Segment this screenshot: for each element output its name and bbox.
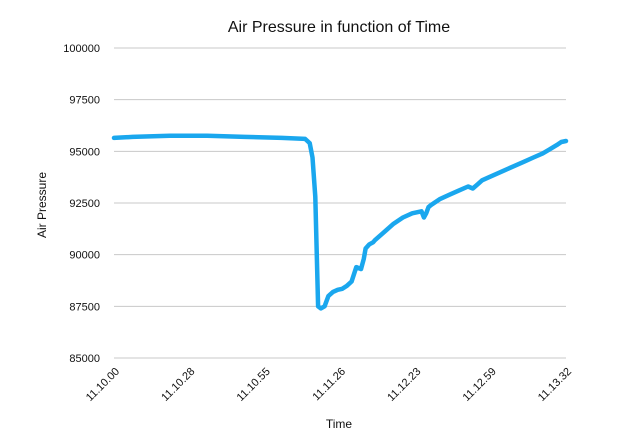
x-axis-label: Time (326, 417, 353, 431)
series-line (111, 133, 569, 311)
x-axis-ticks: 11.10.00 11.10.28 11.10.55 11.11.26 11.12.23… (84, 366, 574, 404)
y-tick-label: 100000 (63, 43, 100, 55)
x-tick-label: 11.12.23 (385, 366, 423, 404)
x-tick-label: 11.11.26 (311, 366, 349, 404)
y-tick-label: 97500 (69, 95, 100, 107)
y-tick-label: 85000 (69, 353, 100, 365)
y-tick-label: 87500 (69, 301, 100, 313)
y-tick-label: 95000 (69, 146, 100, 158)
x-tick-label: 11.10.00 (84, 366, 122, 404)
y-axis-label: Air Pressure (35, 172, 49, 238)
y-axis-ticks: 85000 87500 90000 92500 95000 97500 100000 (63, 43, 100, 365)
y-tick-label: 92500 (69, 198, 100, 210)
x-tick-label: 11.13.32 (536, 366, 574, 404)
x-tick-label: 11.10.55 (235, 366, 273, 404)
y-tick-label: 90000 (69, 250, 100, 262)
gridlines (114, 47, 566, 359)
x-tick-label: 11.12.59 (461, 366, 499, 404)
series-group (111, 133, 569, 311)
chart-title: Air Pressure in function of Time (228, 19, 450, 36)
x-tick-label: 11.10.28 (159, 366, 197, 404)
